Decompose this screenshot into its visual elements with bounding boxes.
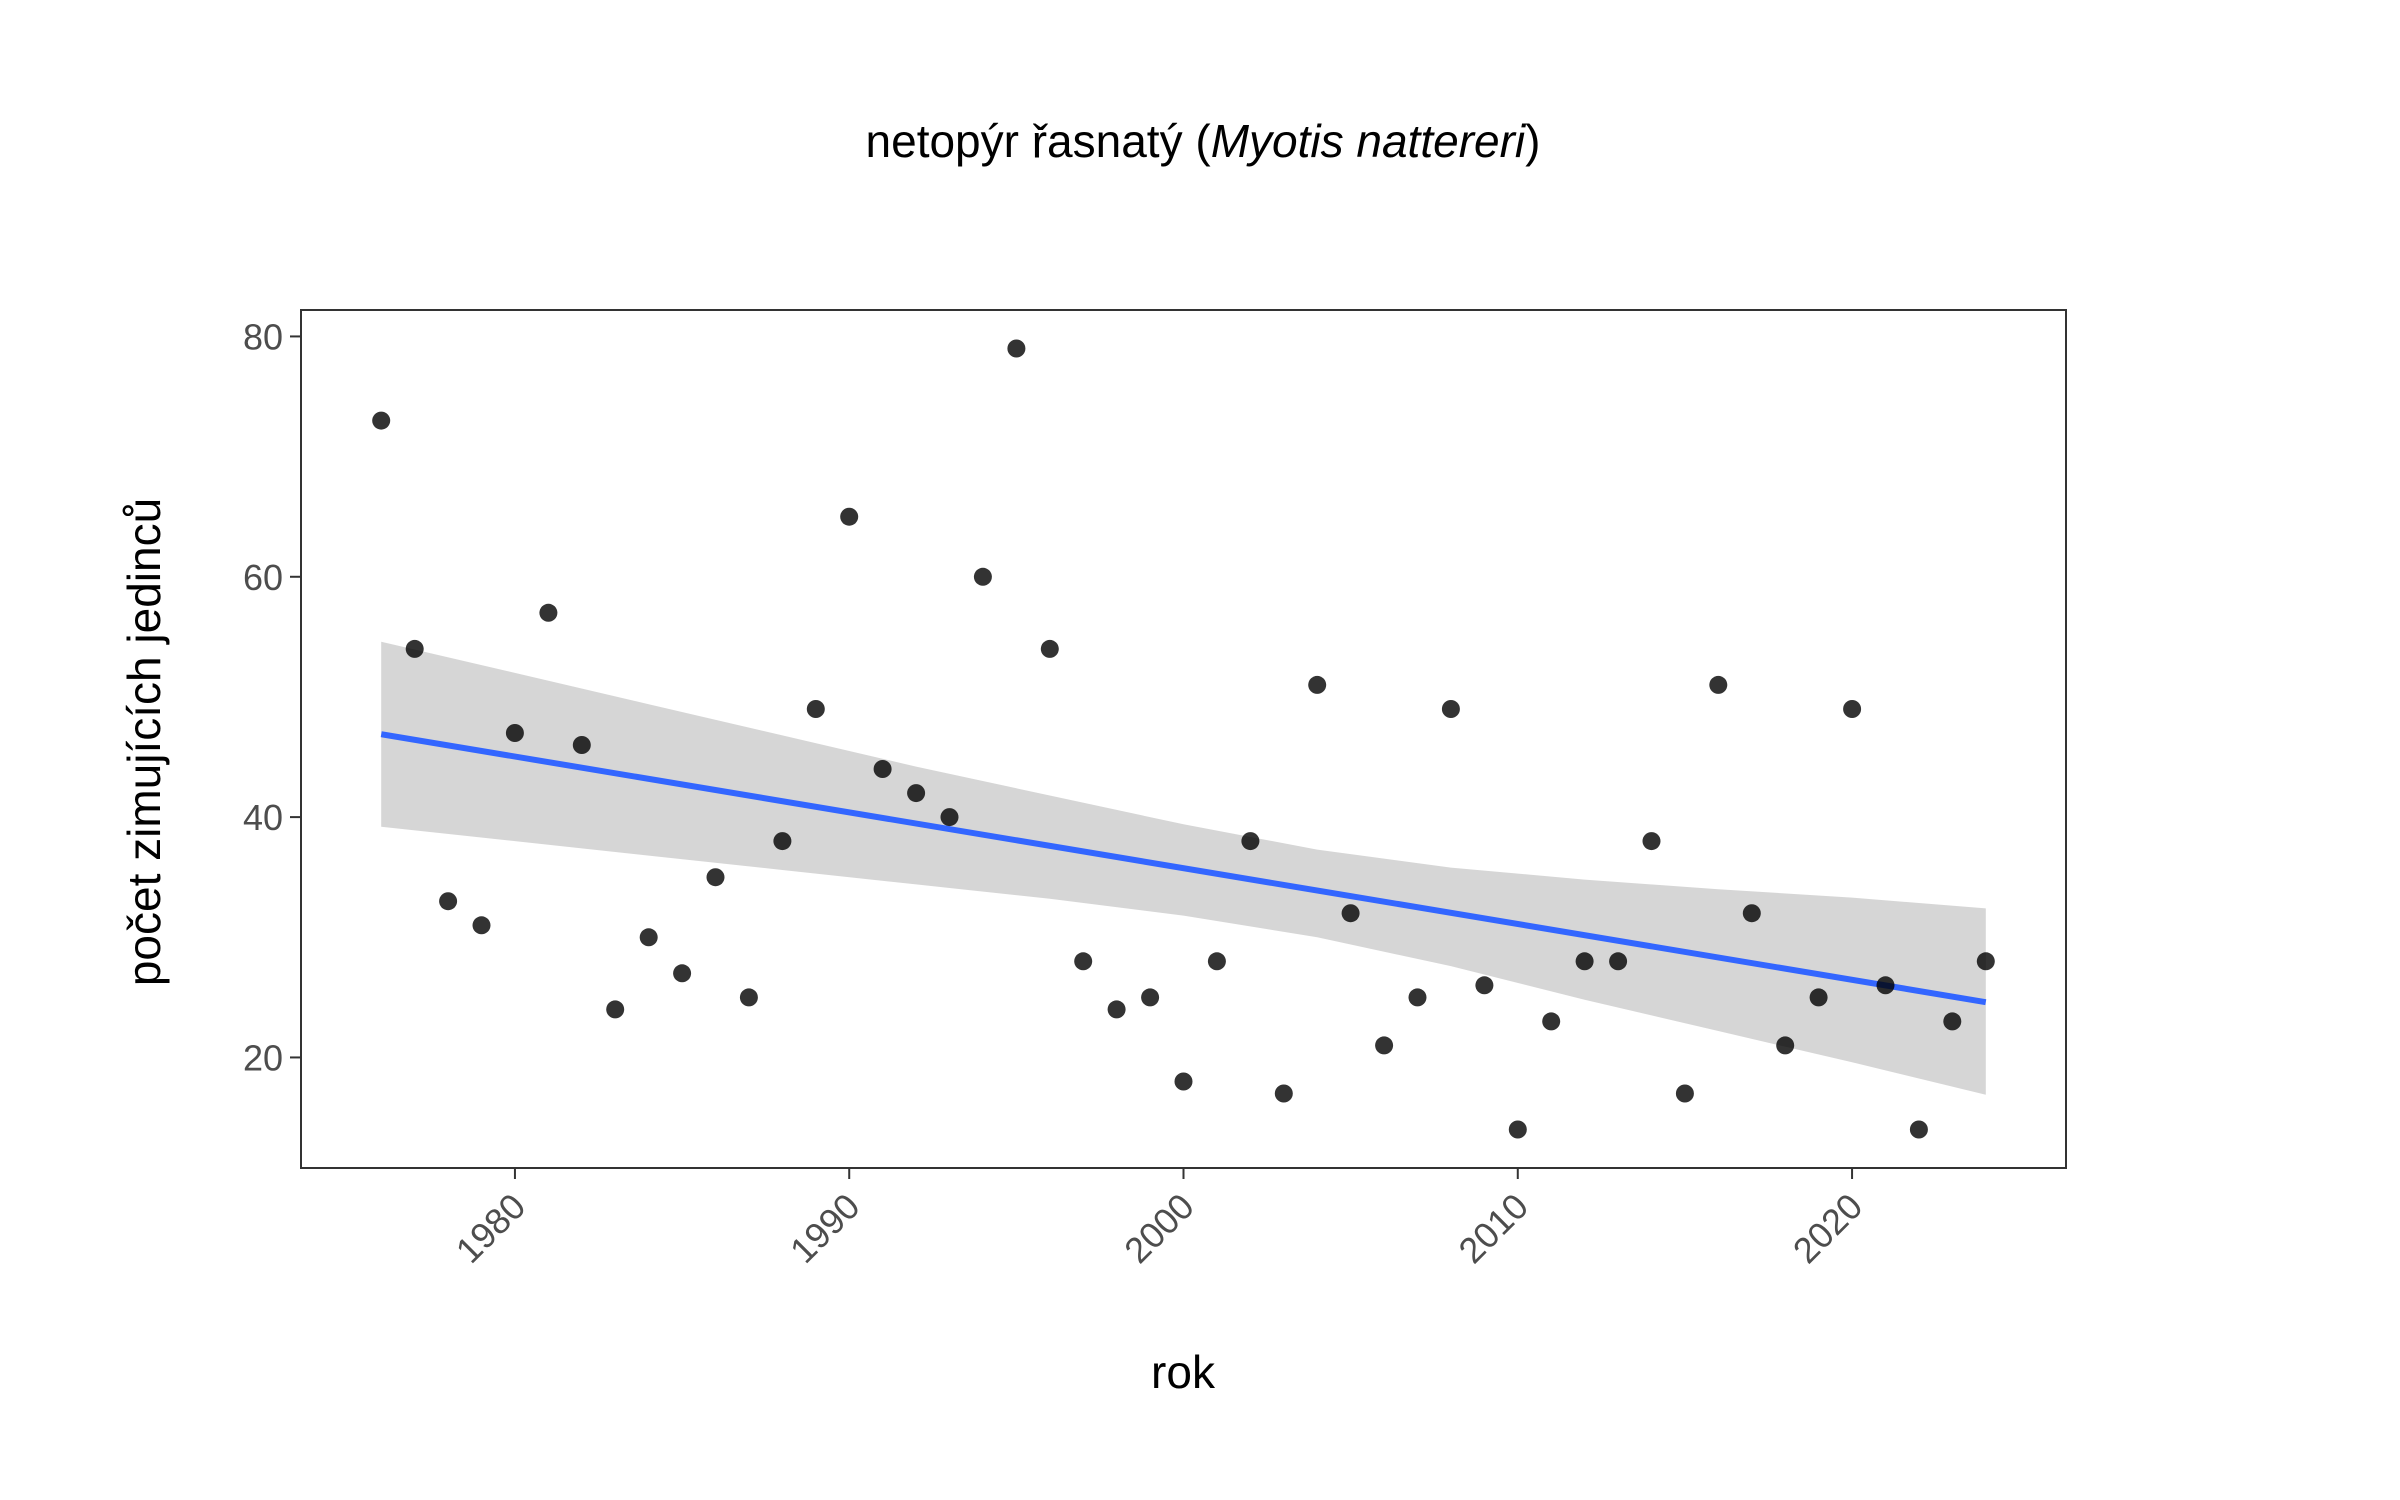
x-axis-title: rok: [1151, 1346, 1216, 1398]
data-point: [1141, 988, 1160, 1007]
data-point: [907, 784, 926, 803]
trend-line: [380, 731, 1987, 1006]
x-tick-label: 2010: [1450, 1185, 1536, 1271]
data-point: [1943, 1012, 1962, 1031]
data-point: [739, 988, 758, 1007]
data-point: [539, 603, 558, 622]
data-point: [1809, 988, 1828, 1007]
data-point: [1040, 639, 1059, 658]
x-tick-label: 2020: [1785, 1185, 1871, 1271]
data-point: [1475, 976, 1494, 995]
y-tick-label: 40: [243, 797, 283, 838]
data-point: [606, 1000, 625, 1019]
data-point: [673, 964, 692, 983]
data-point: [873, 760, 892, 778]
data-point: [1709, 675, 1728, 694]
y-axis: 20 40 60 80: [243, 316, 301, 1078]
x-tick-label: 2000: [1116, 1185, 1202, 1271]
data-point: [505, 724, 524, 742]
data-point: [1408, 988, 1427, 1007]
data-point: [1976, 952, 1995, 971]
data-point: [1107, 1000, 1126, 1019]
chart-title-suffix: ): [1525, 115, 1540, 167]
data-point: [1776, 1036, 1795, 1055]
data-point: [1375, 1036, 1394, 1055]
data-point: [1609, 952, 1628, 971]
chart-title: netopýr řasnatý (Myotis nattereri): [866, 115, 1541, 167]
data-point: [1542, 1012, 1561, 1031]
x-tick-label: 1980: [448, 1185, 534, 1271]
data-point: [806, 700, 825, 718]
data-point: [472, 916, 491, 935]
data-point: [1441, 700, 1460, 718]
data-point: [1843, 700, 1862, 718]
data-point: [1508, 1120, 1527, 1139]
y-axis-title: počet zimujících jedinců: [118, 498, 170, 986]
y-tick-label: 20: [243, 1037, 283, 1078]
y-tick-label: 80: [243, 316, 283, 357]
data-point: [1675, 1084, 1694, 1103]
data-point: [1909, 1120, 1928, 1139]
chart-title-prefix: netopýr řasnatý (: [866, 115, 1212, 167]
chart-title-species: Myotis nattereri: [1211, 115, 1527, 167]
data-point: [639, 928, 658, 947]
data-point: [940, 808, 959, 827]
data-point: [840, 507, 859, 526]
data-point: [1007, 339, 1026, 358]
data-point: [1876, 976, 1895, 995]
x-tick-label: 1990: [782, 1185, 868, 1271]
data-point: [1207, 952, 1226, 971]
data-point: [439, 892, 458, 911]
data-point: [372, 411, 391, 430]
data-point: [973, 567, 992, 586]
data-point: [1308, 675, 1327, 694]
data-point: [1575, 952, 1594, 971]
data-point: [706, 868, 725, 887]
data-point: [1241, 832, 1260, 851]
data-point: [1341, 904, 1360, 923]
data-points-layer: [372, 339, 1995, 1139]
trend-line-layer: [380, 731, 1987, 1006]
data-point: [1274, 1084, 1293, 1103]
data-point: [1074, 952, 1093, 971]
data-point: [572, 736, 591, 754]
data-point: [1174, 1072, 1193, 1091]
x-axis: 1980 1990 2000 2010 2020: [448, 1168, 1871, 1271]
data-point: [405, 639, 424, 658]
data-point: [773, 832, 792, 851]
data-point: [1642, 832, 1661, 851]
y-tick-label: 60: [243, 557, 283, 598]
data-point: [1742, 904, 1761, 923]
